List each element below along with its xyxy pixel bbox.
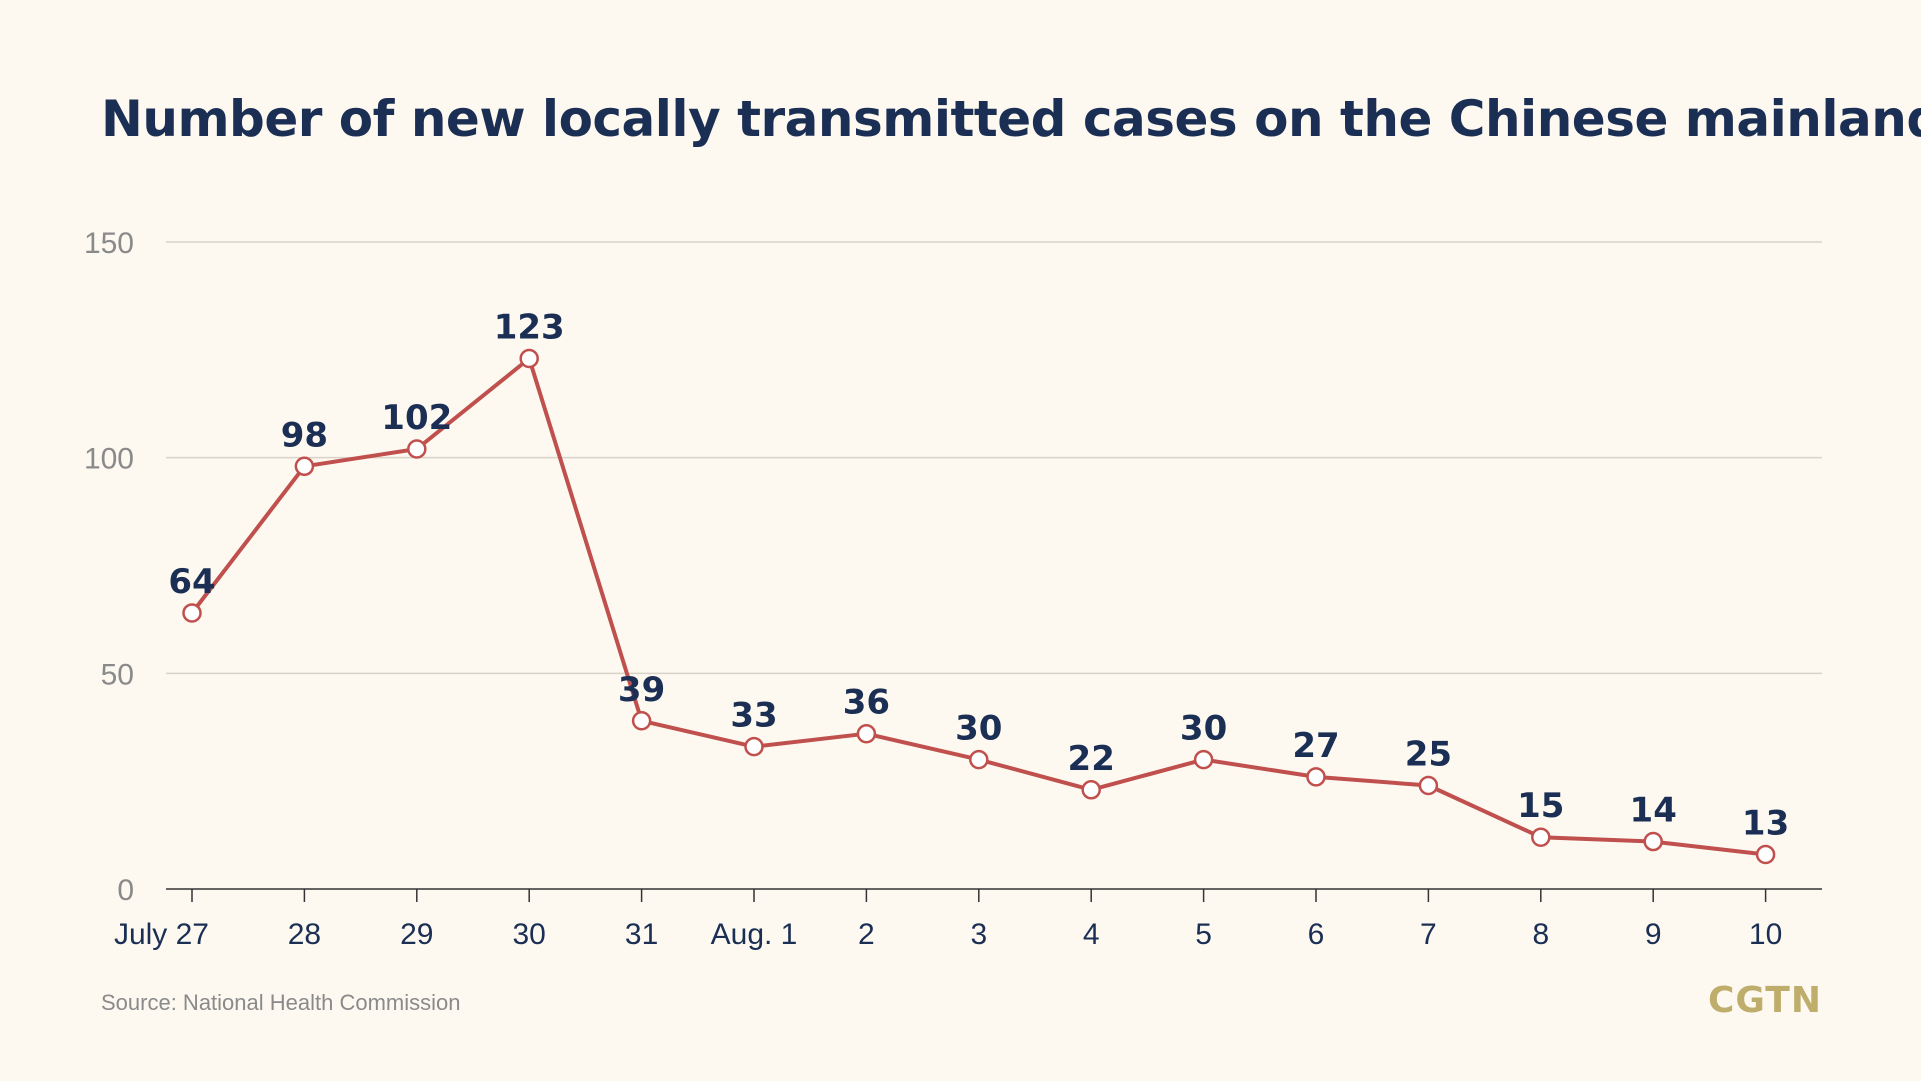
data-label: 30	[955, 709, 1002, 749]
x-tick-label: 30	[513, 918, 546, 951]
data-label: 98	[281, 415, 328, 455]
data-label: 33	[730, 696, 777, 736]
data-label: 22	[1068, 739, 1115, 779]
data-label: 13	[1742, 803, 1789, 843]
y-tick-label: 0	[117, 874, 134, 907]
data-point	[1418, 775, 1439, 796]
data-label: 123	[494, 307, 565, 347]
data-point	[519, 348, 539, 369]
gridlines	[166, 241, 1822, 675]
data-point	[744, 736, 764, 757]
data-point	[631, 711, 652, 731]
x-tick-label: Aug. 1	[711, 918, 798, 951]
y-tick-label: 150	[84, 227, 134, 260]
data-label: 14	[1630, 791, 1677, 831]
data-label: 25	[1405, 734, 1452, 774]
data-label: 36	[843, 683, 890, 723]
x-tick-label: 28	[288, 918, 321, 951]
x-tick-label: 6	[1308, 918, 1325, 951]
data-point	[969, 749, 989, 770]
data-label: 27	[1292, 726, 1339, 766]
data-label: 39	[618, 670, 665, 710]
data-label: 30	[1180, 709, 1227, 749]
x-tick-label: July 27	[114, 918, 209, 951]
data-point	[1531, 827, 1551, 847]
x-tick-label: 9	[1645, 918, 1662, 951]
x-tick-label: 31	[625, 918, 658, 951]
cgtn-logo: CGTN	[1707, 980, 1822, 1021]
data-point	[407, 439, 427, 459]
x-tick-label: 10	[1749, 918, 1782, 951]
data-label: 102	[381, 398, 452, 438]
x-tick-label: 4	[1083, 918, 1100, 951]
y-tick-label: 100	[84, 443, 134, 476]
chart-title: Number of new locally transmitted cases …	[101, 90, 1921, 148]
axes: 0 50 100 150 July 27 28 29 30 31 Aug. 1 2 3 4 5 6 7 8 9 10	[84, 227, 1822, 951]
source-note: Source: National Health Commission	[101, 990, 461, 1015]
data-points	[182, 348, 1776, 865]
data-point	[1306, 767, 1326, 787]
x-tick-label: 7	[1420, 918, 1437, 951]
data-label: 15	[1517, 786, 1564, 826]
x-tick-label: 29	[400, 918, 433, 951]
data-point	[1081, 780, 1101, 800]
x-tick-label: 5	[1195, 918, 1212, 951]
x-tick-label: 8	[1532, 918, 1549, 951]
data-point	[1193, 749, 1214, 770]
data-point	[1643, 831, 1663, 852]
data-label: 64	[168, 562, 215, 602]
data-point	[182, 603, 202, 623]
y-tick-label: 50	[101, 658, 134, 691]
data-labels: 64 98 102 123 39 33 36 30 22 30 27 25 15 14 13	[168, 307, 1789, 843]
x-tick-label: 3	[970, 918, 987, 951]
data-point	[1755, 844, 1776, 865]
data-point	[294, 456, 315, 477]
data-point	[856, 723, 877, 744]
x-tick-label: 2	[858, 918, 875, 951]
